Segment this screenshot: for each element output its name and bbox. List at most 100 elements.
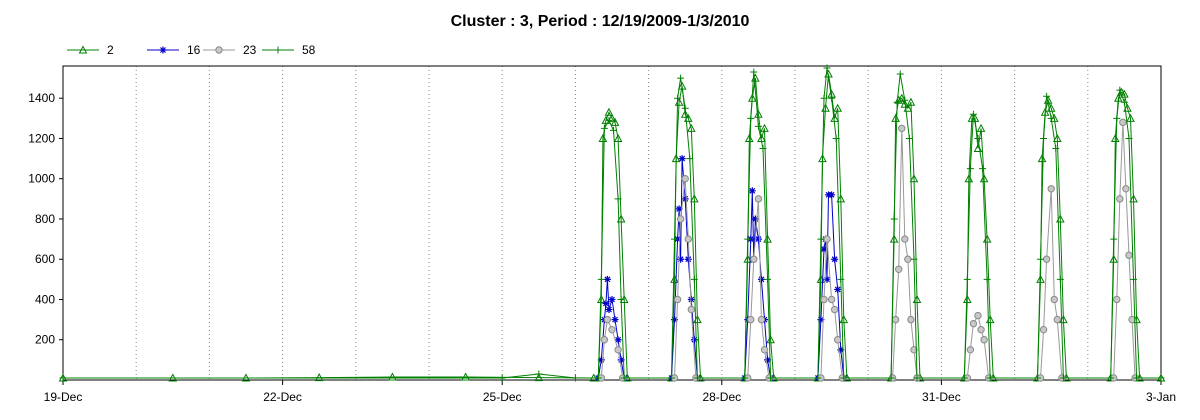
data-point (1123, 103, 1132, 112)
data-point (1109, 254, 1119, 263)
data-point (684, 255, 692, 263)
data-point (900, 99, 910, 108)
data-point (681, 104, 689, 112)
data-point (603, 315, 612, 324)
data-point (1122, 185, 1130, 193)
data-point (608, 295, 616, 303)
data-point (1037, 255, 1045, 263)
data-point (600, 336, 609, 344)
data-point (1110, 235, 1118, 243)
data-point (1059, 374, 1067, 382)
data-point (913, 374, 921, 382)
legend-marker (78, 45, 88, 54)
data-point (690, 275, 698, 283)
data-point (969, 110, 977, 118)
data-point (607, 113, 617, 122)
data-point (616, 214, 626, 223)
data-point (820, 94, 828, 102)
data-point (608, 325, 616, 334)
data-point (747, 114, 755, 122)
data-point (751, 215, 759, 223)
data-point (823, 64, 831, 72)
data-point (1033, 374, 1041, 382)
data-point (614, 336, 622, 344)
data-point (1125, 251, 1133, 259)
data-point (986, 374, 994, 382)
x-tick-label: 31-Dec (922, 390, 961, 404)
data-point (891, 315, 900, 324)
legend-label: 58 (302, 43, 316, 57)
series-16 (594, 155, 848, 382)
data-point (681, 175, 689, 183)
data-point (743, 254, 753, 263)
series-58 (59, 64, 1165, 382)
data-point (671, 316, 679, 324)
data-point (827, 295, 836, 304)
data-point (690, 336, 698, 344)
legend-label: 16 (187, 43, 201, 57)
data-point (594, 374, 602, 382)
data-point (750, 255, 758, 263)
data-point (1042, 255, 1051, 263)
data-point (754, 195, 763, 203)
data-point (687, 305, 695, 314)
data-point (754, 109, 763, 118)
data-point (1052, 145, 1060, 153)
data-point (1052, 133, 1062, 142)
data-point (747, 315, 755, 324)
data-point (823, 235, 831, 243)
x-tick-label: 3-Jan (1146, 390, 1176, 404)
data-point (760, 123, 769, 132)
data-point (1047, 114, 1055, 122)
data-point (890, 215, 898, 223)
plot-area-frame (62, 65, 1162, 381)
data-point (613, 133, 623, 142)
data-point (766, 335, 775, 344)
y-axis: 200 400 600 800 1000 1200 1400 (28, 91, 63, 347)
data-point (681, 195, 689, 203)
data-point (603, 275, 611, 283)
data-point (690, 194, 699, 203)
data-point (605, 306, 613, 314)
data-point (604, 107, 614, 116)
series-layer (58, 64, 1166, 382)
data-point (1043, 92, 1051, 100)
data-point (461, 372, 470, 381)
data-point (897, 93, 907, 102)
data-point (673, 295, 682, 304)
legend: 2 16 23 58 (67, 43, 316, 57)
data-point (891, 113, 900, 122)
data-point (693, 374, 701, 382)
data-point (1107, 374, 1115, 382)
legend-label: 23 (243, 43, 257, 57)
data-point (757, 315, 766, 324)
data-point (764, 356, 772, 364)
series-2 (58, 69, 1166, 382)
data-point (620, 374, 628, 382)
data-point (1113, 114, 1121, 122)
data-point (605, 116, 613, 124)
data-point (962, 294, 972, 303)
data-point (1119, 118, 1127, 127)
data-point (963, 275, 971, 283)
data-point (610, 117, 620, 126)
data-point (671, 235, 679, 243)
data-point (898, 124, 906, 133)
data-point (969, 319, 978, 328)
data-point (966, 346, 975, 354)
data-point (1116, 86, 1124, 94)
data-point (960, 374, 968, 382)
data-point (1040, 134, 1048, 142)
data-point (905, 134, 913, 142)
data-point (741, 374, 749, 382)
data-point (887, 374, 895, 382)
data-point (974, 311, 982, 320)
data-point (979, 174, 989, 183)
data-point (820, 245, 828, 253)
data-point (966, 165, 974, 173)
legend-marker (159, 46, 167, 54)
x-tick-label: 28-Dec (702, 390, 741, 404)
y-tick-label: 800 (35, 212, 55, 226)
